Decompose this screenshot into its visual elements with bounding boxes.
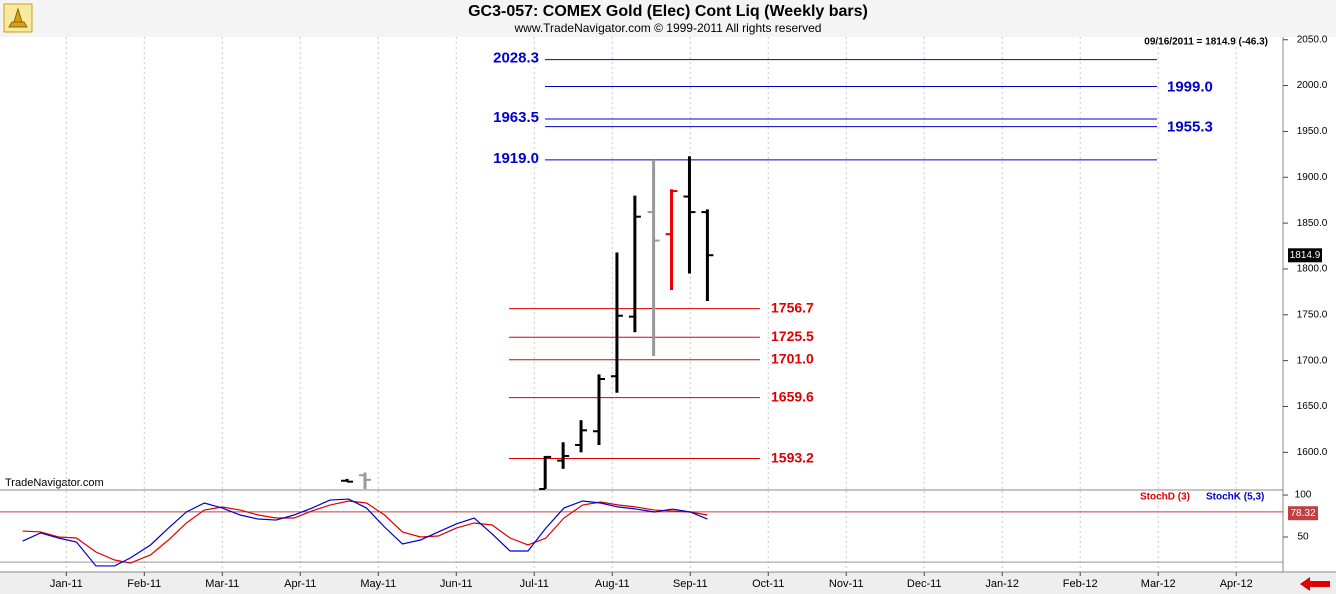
x-tick-label: Jul-11 bbox=[520, 578, 549, 590]
last-value-box bbox=[1288, 248, 1322, 263]
ohlc-bar bbox=[592, 374, 605, 445]
ohlc-bar bbox=[557, 442, 570, 469]
level-label: 1955.3 bbox=[1167, 119, 1213, 136]
ohlc-bar bbox=[610, 252, 623, 393]
header-band bbox=[0, 0, 1336, 37]
x-tick-label: Sep-11 bbox=[673, 578, 708, 590]
chart-title: GC3-057: COMEX Gold (Elec) Cont Liq (Wee… bbox=[468, 3, 868, 20]
ohlc-bar bbox=[575, 420, 588, 453]
y-tick-label: 2050.0 bbox=[1297, 34, 1328, 45]
level-label: 1725.5 bbox=[771, 328, 814, 344]
y-tick-label: 1950.0 bbox=[1297, 126, 1328, 137]
x-tick-label: Apr-12 bbox=[1220, 578, 1253, 590]
level-label: 2028.3 bbox=[493, 50, 539, 67]
y-tick-label: 1700.0 bbox=[1297, 355, 1328, 366]
x-tick-label: Nov-11 bbox=[829, 578, 864, 590]
x-tick-label: May-11 bbox=[360, 578, 396, 590]
ohlc-bar bbox=[341, 478, 354, 483]
level-label: 1963.5 bbox=[493, 109, 539, 126]
y-tick-label: 1900.0 bbox=[1297, 172, 1328, 183]
ohlc-bar bbox=[539, 455, 552, 490]
logo bbox=[3, 3, 33, 33]
y-tick-label: 50 bbox=[1297, 532, 1309, 543]
chart-subtitle: www.TradeNavigator.com © 1999-2011 All r… bbox=[514, 21, 822, 35]
ohlc-bar bbox=[665, 189, 678, 291]
ohlc-bar bbox=[359, 472, 372, 489]
x-tick-label: Jan-12 bbox=[985, 578, 1019, 590]
logo-icon bbox=[8, 7, 28, 28]
scroll-arrow[interactable] bbox=[1300, 577, 1330, 591]
ohlc-bar bbox=[683, 156, 696, 274]
ohlc-bar bbox=[701, 209, 714, 302]
x-tick-label: Jun-11 bbox=[440, 578, 473, 590]
stoch-line bbox=[22, 498, 708, 567]
level-label: 1919.0 bbox=[493, 150, 539, 167]
x-axis-band bbox=[0, 572, 1336, 594]
y-tick-label: 2000.0 bbox=[1297, 80, 1328, 91]
y-tick-label: 1750.0 bbox=[1297, 309, 1328, 320]
level-label: 1659.6 bbox=[771, 388, 814, 404]
y-tick-label: 1850.0 bbox=[1297, 218, 1328, 229]
y-tick-label: 100 bbox=[1295, 490, 1312, 501]
x-tick-label: Jan-11 bbox=[50, 578, 83, 590]
x-tick-label: Feb-12 bbox=[1063, 578, 1098, 590]
stoch-line bbox=[22, 500, 708, 564]
level-label: 1701.0 bbox=[771, 350, 814, 366]
stoch-value-text: 78.32 bbox=[1290, 508, 1315, 519]
x-tick-label: Aug-11 bbox=[595, 578, 630, 590]
y-tick-label: 1650.0 bbox=[1297, 401, 1328, 412]
watermark: TradeNavigator.com bbox=[5, 477, 104, 489]
legend-entry: StochK (5,3) bbox=[1206, 492, 1264, 503]
last-price-label: 09/16/2011 = 1814.9 (-46.3) bbox=[1144, 37, 1268, 48]
x-tick-label: Oct-11 bbox=[752, 578, 784, 590]
ohlc-bar bbox=[647, 159, 660, 357]
x-tick-label: Feb-11 bbox=[127, 578, 161, 590]
level-label: 1756.7 bbox=[771, 299, 814, 315]
x-tick-label: Apr-11 bbox=[284, 578, 316, 590]
x-tick-label: Mar-11 bbox=[205, 578, 239, 590]
last-value-text: 1814.9 bbox=[1290, 250, 1321, 261]
level-label: 1999.0 bbox=[1167, 78, 1213, 95]
legend-entry: StochD (3) bbox=[1140, 492, 1190, 503]
y-tick-label: 1800.0 bbox=[1297, 264, 1328, 275]
level-label: 1593.2 bbox=[771, 449, 814, 465]
x-tick-label: Mar-12 bbox=[1141, 578, 1176, 590]
ohlc-bar bbox=[628, 195, 641, 333]
y-tick-label: 1600.0 bbox=[1297, 447, 1328, 458]
x-tick-label: Dec-11 bbox=[907, 578, 942, 590]
stoch-value-box bbox=[1288, 506, 1318, 521]
